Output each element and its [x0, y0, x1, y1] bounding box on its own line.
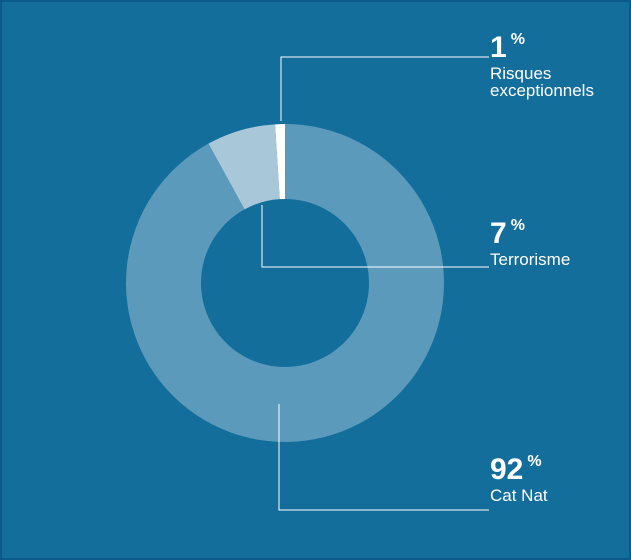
- leader-line-catnat: [278, 404, 489, 511]
- percent-sign-terrorisme: %: [510, 217, 525, 234]
- category-risques-line1: Risques: [490, 64, 552, 83]
- category-catnat: Cat Nat: [490, 486, 548, 505]
- percent-sign-catnat: %: [527, 453, 542, 470]
- leader-lines: [261, 56, 489, 511]
- label-risques: 1% Risques exceptionnels: [490, 31, 594, 100]
- category-risques-line2: exceptionnels: [490, 81, 594, 100]
- donut-slices: [125, 123, 444, 442]
- slice-terrorisme: [208, 124, 280, 210]
- leader-line-risques: [280, 56, 489, 121]
- percent-sign-risques: %: [510, 31, 525, 48]
- category-terrorisme: Terrorisme: [490, 250, 571, 269]
- label-terrorisme: 7% Terrorisme: [490, 217, 571, 269]
- value-risques: 1: [490, 31, 507, 64]
- label-catnat: 92% Cat Nat: [490, 453, 548, 505]
- slice-risques-exceptionnels: [275, 124, 285, 200]
- slice-cat-nat: [125, 123, 444, 442]
- value-terrorisme: 7: [490, 217, 507, 250]
- value-catnat: 92: [490, 453, 524, 486]
- leader-line-terrorisme: [261, 205, 489, 268]
